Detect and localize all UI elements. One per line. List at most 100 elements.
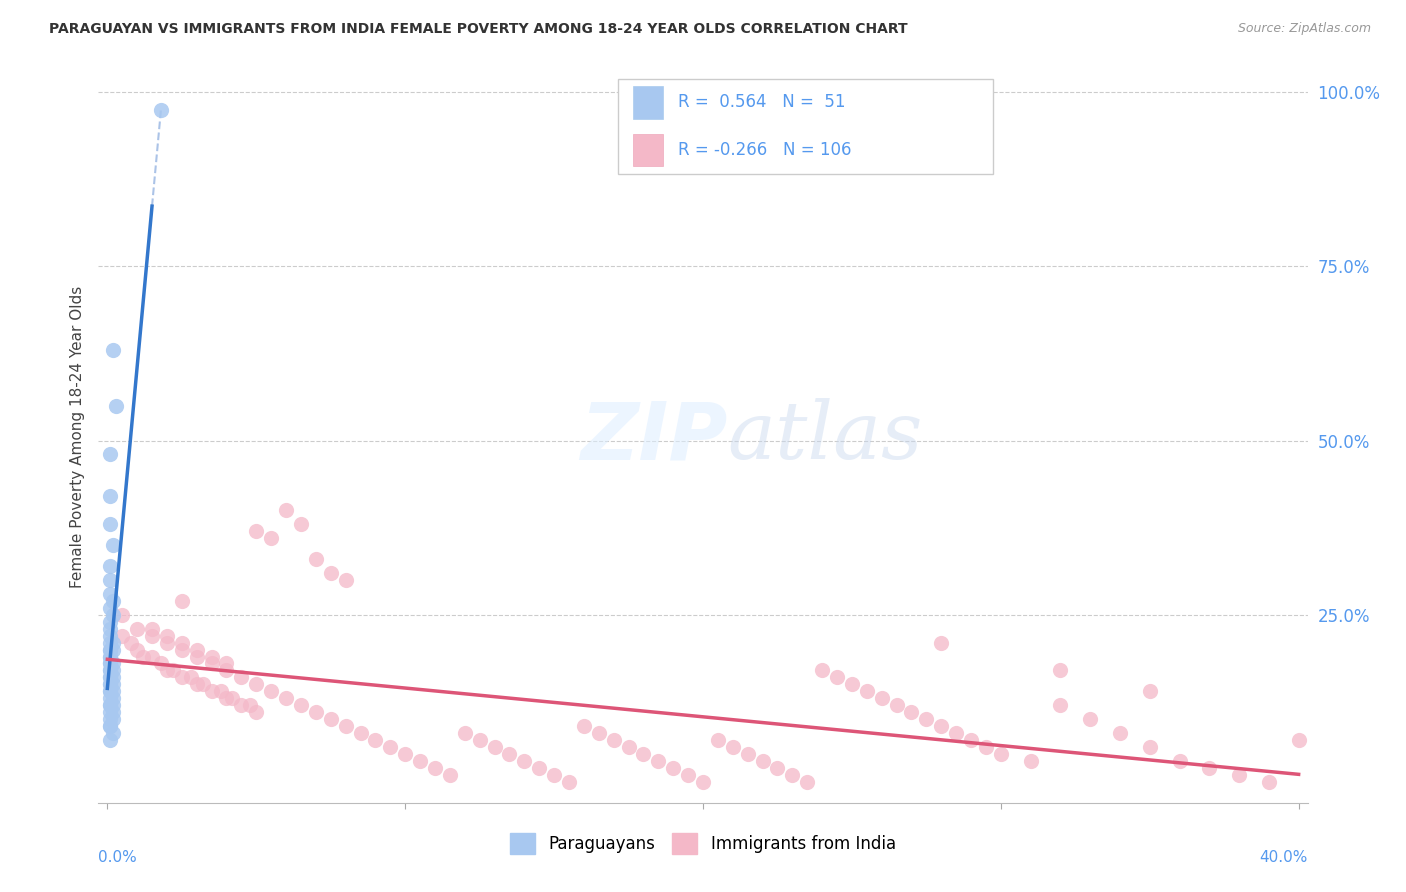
Point — [98, 615, 121, 629]
Point — [239, 698, 262, 713]
Point — [990, 747, 1012, 761]
Text: R = -0.266   N = 106: R = -0.266 N = 106 — [678, 141, 851, 159]
Point — [602, 733, 624, 747]
Point — [737, 747, 759, 761]
Point — [290, 698, 312, 713]
Point — [103, 642, 125, 657]
Point — [170, 594, 193, 608]
Point — [454, 726, 477, 740]
Point — [274, 503, 297, 517]
Point — [103, 657, 125, 671]
Point — [98, 698, 121, 713]
Point — [103, 635, 125, 649]
Point — [127, 642, 149, 657]
Point — [900, 705, 922, 719]
Point — [98, 670, 121, 684]
Point — [103, 684, 125, 698]
Point — [380, 740, 402, 755]
Point — [782, 768, 804, 782]
Point — [1078, 712, 1101, 726]
Point — [111, 607, 134, 622]
Point — [156, 635, 179, 649]
Point — [260, 531, 283, 545]
Point — [98, 657, 121, 671]
Point — [1227, 768, 1250, 782]
Text: atlas: atlas — [727, 399, 922, 475]
Point — [676, 768, 699, 782]
Point — [141, 649, 163, 664]
Point — [766, 761, 789, 775]
Point — [186, 642, 208, 657]
Point — [103, 712, 125, 726]
Point — [170, 670, 193, 684]
Point — [588, 726, 610, 740]
Point — [1198, 761, 1220, 775]
Point — [811, 664, 834, 678]
Point — [141, 622, 163, 636]
Point — [200, 684, 222, 698]
Point — [647, 754, 669, 768]
Point — [156, 629, 179, 643]
Point — [484, 740, 506, 755]
Point — [721, 740, 744, 755]
FancyBboxPatch shape — [619, 78, 993, 174]
Point — [349, 726, 371, 740]
Point — [103, 691, 125, 706]
Text: 0.0%: 0.0% — [98, 850, 138, 865]
Point — [617, 740, 640, 755]
Point — [98, 684, 121, 698]
Point — [796, 775, 818, 789]
Point — [98, 622, 121, 636]
Point — [98, 705, 121, 719]
Text: Source: ZipAtlas.com: Source: ZipAtlas.com — [1237, 22, 1371, 36]
Point — [319, 712, 342, 726]
Point — [105, 399, 128, 413]
Text: ZIP: ZIP — [579, 398, 727, 476]
FancyBboxPatch shape — [633, 86, 664, 119]
Point — [149, 657, 172, 671]
Point — [98, 733, 121, 747]
Point — [98, 677, 121, 691]
Point — [103, 670, 125, 684]
Point — [141, 629, 163, 643]
Point — [1049, 664, 1071, 678]
Point — [305, 552, 328, 566]
Point — [103, 538, 125, 552]
Point — [98, 719, 121, 733]
Point — [707, 733, 730, 747]
Point — [98, 698, 121, 713]
Point — [215, 664, 238, 678]
Point — [186, 677, 208, 691]
Point — [162, 664, 184, 678]
Point — [513, 754, 536, 768]
Point — [558, 775, 581, 789]
Point — [662, 761, 685, 775]
Text: 40.0%: 40.0% — [1260, 850, 1308, 865]
Point — [103, 343, 125, 357]
Point — [245, 705, 267, 719]
Point — [335, 719, 357, 733]
Point — [98, 664, 121, 678]
Point — [751, 754, 773, 768]
Point — [98, 635, 121, 649]
Point — [103, 607, 125, 622]
Point — [149, 103, 172, 117]
Point — [98, 677, 121, 691]
Point — [98, 558, 121, 573]
Point — [1109, 726, 1132, 740]
Point — [127, 622, 149, 636]
Point — [856, 684, 879, 698]
Point — [290, 517, 312, 532]
Point — [929, 719, 952, 733]
Point — [974, 740, 997, 755]
Point — [98, 649, 121, 664]
Point — [929, 635, 952, 649]
Point — [215, 657, 238, 671]
Point — [98, 629, 121, 643]
Point — [111, 629, 134, 643]
Point — [98, 664, 121, 678]
Point — [98, 600, 121, 615]
Point — [98, 719, 121, 733]
Point — [572, 719, 595, 733]
Point — [120, 635, 142, 649]
